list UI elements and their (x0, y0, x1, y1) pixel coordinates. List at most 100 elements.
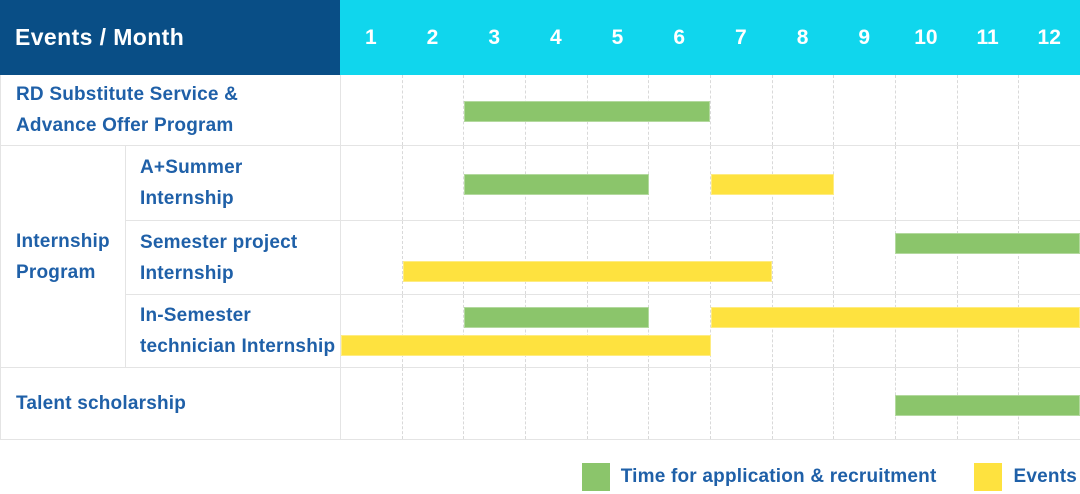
table-row: Semester project Internship (126, 221, 1080, 295)
month-gridline (341, 368, 402, 439)
month-gridline (956, 221, 1019, 294)
gantt-bar-yellow (402, 261, 773, 282)
month-gridline (525, 295, 587, 367)
gantt-bar-green (464, 101, 711, 122)
month-label: 9 (858, 25, 871, 49)
gantt-bar-yellow (341, 335, 711, 356)
month-gridline (341, 75, 402, 145)
legend-label: Time for application & recruitment (620, 465, 937, 487)
gantt-bar-green (464, 174, 649, 195)
month-gridline (833, 295, 895, 367)
group-label-cell: Internship Program (1, 146, 126, 368)
month-gridline (525, 221, 587, 294)
row-timeline (341, 368, 1080, 439)
table-row: RD Substitute Service & Advance Offer Pr… (1, 75, 1080, 146)
month-gridline (833, 368, 895, 439)
month-label: 3 (488, 25, 501, 49)
month-gridline (648, 368, 710, 439)
month-label: 6 (673, 25, 686, 49)
row-label: Semester project Internship (140, 231, 298, 284)
internship-program-group: Internship Program A+Summer Internship S… (1, 146, 1080, 368)
month-gridline (463, 221, 525, 294)
month-gridline (833, 146, 895, 220)
group-label: Internship Program (16, 230, 110, 283)
month-gridline (401, 221, 464, 294)
legend: Time for application & recruitment Event… (581, 462, 1077, 491)
month-label: 4 (550, 25, 562, 49)
table-row: Talent scholarship (1, 368, 1080, 440)
month-label: 2 (426, 25, 439, 49)
row-label-cell: A+Summer Internship (126, 146, 341, 220)
row-label-cell: RD Substitute Service & Advance Offer Pr… (1, 75, 341, 145)
month-gridline (341, 221, 402, 294)
month-gridline (833, 221, 895, 294)
table-header: Events / Month 1 2 3 4 5 6 7 8 9 10 11 12 (0, 0, 1080, 75)
legend-item-application: Time for application & recruitment (581, 462, 937, 491)
row-label: A+Summer Internship (140, 157, 243, 209)
month-gridline (956, 146, 1019, 220)
month-gridline (1018, 221, 1080, 294)
month-gridline (401, 75, 464, 145)
month-gridline (710, 295, 772, 367)
row-timeline (341, 221, 1080, 294)
gantt-bar-yellow (710, 174, 834, 195)
month-gridline (341, 295, 402, 367)
row-label: Talent scholarship (16, 393, 187, 414)
month-gridline (771, 368, 834, 439)
month-gridline (895, 221, 957, 294)
month-gridline (710, 221, 772, 294)
month-gridline (771, 295, 834, 367)
month-gridline (463, 295, 525, 367)
month-gridline (771, 75, 834, 145)
row-label: RD Substitute Service & Advance Offer Pr… (16, 84, 239, 136)
green-swatch-icon (581, 462, 610, 491)
gantt-bar-yellow (710, 307, 1080, 328)
month-gridline (895, 295, 957, 367)
month-gridline (895, 146, 957, 220)
month-label: 7 (735, 25, 747, 49)
month-label: 5 (611, 25, 624, 49)
month-gridline (648, 146, 710, 220)
month-gridline (341, 146, 402, 220)
gantt-bar-green (464, 307, 649, 328)
month-gridline (771, 221, 834, 294)
header-events-month: Events / Month (0, 0, 340, 75)
table-row: In-Semester technician Internship (126, 295, 1080, 368)
month-gridline (463, 146, 525, 220)
month-gridline (895, 75, 957, 145)
month-gridline (833, 75, 895, 145)
month-gridline (648, 295, 710, 367)
month-gridline (586, 368, 649, 439)
month-gridline (710, 368, 772, 439)
header-title-text: Events / Month (15, 24, 185, 50)
month-gridline (1018, 295, 1080, 367)
legend-item-events: Events (974, 462, 1077, 491)
month-gridline (648, 221, 710, 294)
gantt-bar-green (895, 394, 1080, 416)
row-timeline (341, 146, 1080, 220)
row-label-cell: In-Semester technician Internship (126, 295, 341, 367)
group-subrows: A+Summer Internship Semester project Int… (126, 146, 1080, 368)
month-header-row: 1 2 3 4 5 6 7 8 9 10 11 12 (340, 0, 1080, 75)
month-gridline (463, 368, 525, 439)
month-gridline (463, 75, 525, 145)
row-timeline (341, 295, 1080, 367)
month-label: 11 (976, 25, 999, 49)
month-label: 12 (1037, 25, 1061, 49)
month-gridline (956, 295, 1019, 367)
row-label-cell: Talent scholarship (1, 368, 341, 439)
yellow-swatch-icon (974, 462, 1003, 491)
table-row: A+Summer Internship (126, 146, 1080, 221)
month-gridline (586, 295, 649, 367)
month-gridline (956, 75, 1019, 145)
month-label: 1 (364, 25, 377, 49)
month-gridline (401, 295, 464, 367)
month-gridline (401, 368, 464, 439)
month-gridline (525, 368, 587, 439)
gantt-bar-green (895, 233, 1080, 254)
month-gridline (586, 221, 649, 294)
row-label: In-Semester technician Internship (140, 305, 336, 357)
row-label-cell: Semester project Internship (126, 221, 341, 294)
month-gridline (710, 75, 772, 145)
